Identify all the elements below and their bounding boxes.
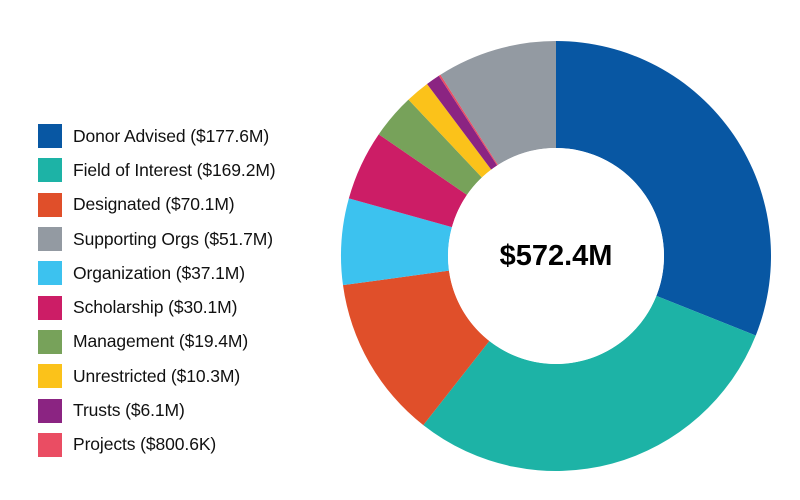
legend-swatch: [38, 398, 62, 423]
donut-slice-trusts: [427, 75, 498, 170]
legend-swatch: [38, 158, 62, 183]
donut-slice-scholarship: [348, 134, 467, 228]
legend-swatch: [38, 329, 62, 354]
legend-swatch: [38, 227, 62, 252]
legend-item: Supporting Orgs ($51.7M): [38, 222, 338, 256]
donut-slice-management: [378, 99, 482, 195]
legend-item: Unrestricted ($10.3M): [38, 359, 338, 393]
donut-slice-supporting-orgs: [440, 41, 556, 165]
donut-slices: [341, 41, 771, 471]
donut-slice-organization: [341, 198, 452, 286]
legend-item: Projects ($800.6K): [38, 428, 338, 462]
legend-label: Organization ($37.1M): [73, 262, 246, 283]
legend-item: Organization ($37.1M): [38, 256, 338, 290]
chart-legend: Donor Advised ($177.6M) Field of Interest…: [38, 119, 338, 462]
donut-slice-field-of-interest: [423, 295, 756, 471]
legend-item: Donor Advised ($177.6M): [38, 119, 338, 153]
legend-swatch: [38, 192, 62, 217]
donut-slice-unrestricted: [408, 83, 492, 178]
legend-label: Unrestricted ($10.3M): [73, 365, 241, 386]
donut-slice-projects: [438, 74, 498, 166]
donut-hole: [448, 148, 664, 364]
center-total-label: $572.4M: [500, 240, 613, 272]
legend-swatch: [38, 432, 62, 457]
legend-item: Field of Interest ($169.2M): [38, 153, 338, 187]
legend-label: Management ($19.4M): [73, 331, 249, 352]
legend-item: Management ($19.4M): [38, 325, 338, 359]
legend-item: Scholarship ($30.1M): [38, 290, 338, 324]
legend-item: Trusts ($6.1M): [38, 393, 338, 427]
legend-item: Designated ($70.1M): [38, 188, 338, 222]
legend-swatch: [38, 261, 62, 286]
legend-label: Trusts ($6.1M): [73, 400, 185, 421]
legend-swatch: [38, 295, 62, 320]
donut-slice-donor-advised: [556, 41, 771, 336]
donut-slice-designated: [342, 270, 490, 426]
legend-label: Supporting Orgs ($51.7M): [73, 228, 273, 249]
legend-swatch: [38, 364, 62, 389]
legend-swatch: [38, 124, 62, 149]
legend-label: Field of Interest ($169.2M): [73, 159, 276, 180]
legend-label: Designated ($70.1M): [73, 194, 235, 215]
legend-label: Projects ($800.6K): [73, 434, 217, 455]
legend-label: Scholarship ($30.1M): [73, 297, 238, 318]
legend-label: Donor Advised ($177.6M): [73, 125, 270, 146]
